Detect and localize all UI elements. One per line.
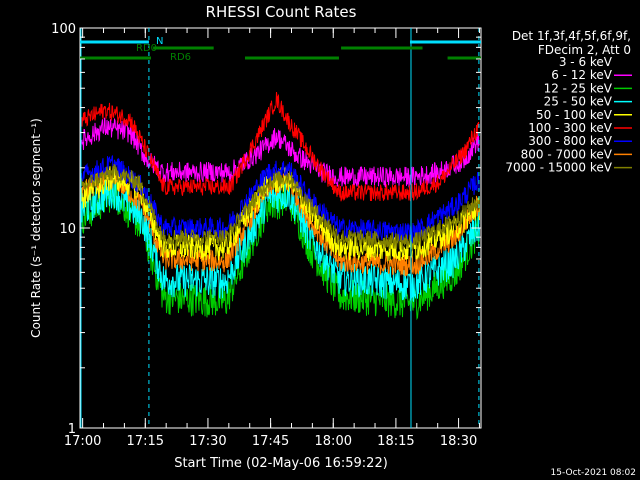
y-tick-label: 1 (68, 422, 76, 437)
y-tick-label: 100 (51, 22, 76, 37)
chart-title: RHESSI Count Rates (206, 3, 357, 21)
x-tick-label: 18:00 (315, 434, 352, 449)
rd0-label: RD0 (136, 43, 157, 54)
n-label: N (156, 36, 163, 47)
legend-label: 12 - 25 keV (544, 81, 613, 95)
legend-title-line1: Det 1f,3f,4f,5f,6f,9f, (512, 29, 631, 43)
legend-label: 25 - 50 keV (544, 95, 613, 109)
y-axis-label: Count Rate (s⁻¹ detector segment⁻¹) (29, 118, 43, 338)
legend-label: 7000 - 15000 keV (505, 161, 612, 175)
series-line-25to50keV (80, 176, 480, 302)
x-tick-label: 17:00 (64, 434, 101, 449)
legend-label: 6 - 12 keV (551, 68, 613, 82)
x-tick-label: 17:30 (189, 434, 226, 449)
x-tick-label: 18:15 (377, 434, 414, 449)
series-line-100to300keV (80, 91, 480, 202)
series-layer (80, 91, 480, 374)
x-tick-label: 18:30 (440, 434, 477, 449)
axis-layer: 1 10 100 17:00 17:15 17:30 17:45 18:00 18:15 18:3… (51, 22, 481, 449)
series-line-6to12keV (80, 117, 480, 189)
series-line-300to800keV (80, 155, 480, 244)
x-tick-label: 17:45 (252, 434, 289, 449)
footer-timestamp: 15-Oct-2021 08:02 (551, 468, 636, 478)
legend-label: 300 - 800 keV (528, 134, 612, 148)
legend-label: 50 - 100 keV (536, 108, 613, 122)
legend-label: 3 - 6 keV (559, 55, 613, 69)
legend-label: 800 - 7000 keV (521, 147, 613, 161)
x-tick-label: 17:15 (127, 434, 164, 449)
y-tick-label: 10 (59, 222, 76, 237)
series-line-7000to15000keV (80, 164, 480, 252)
x-axis-label: Start Time (02-May-06 16:59:22) (174, 456, 388, 471)
legend-title-line2: FDecim 2, Att 0 (538, 43, 631, 57)
legend-label: 100 - 300 keV (528, 121, 612, 135)
rd6-label: RD6 (170, 52, 191, 63)
